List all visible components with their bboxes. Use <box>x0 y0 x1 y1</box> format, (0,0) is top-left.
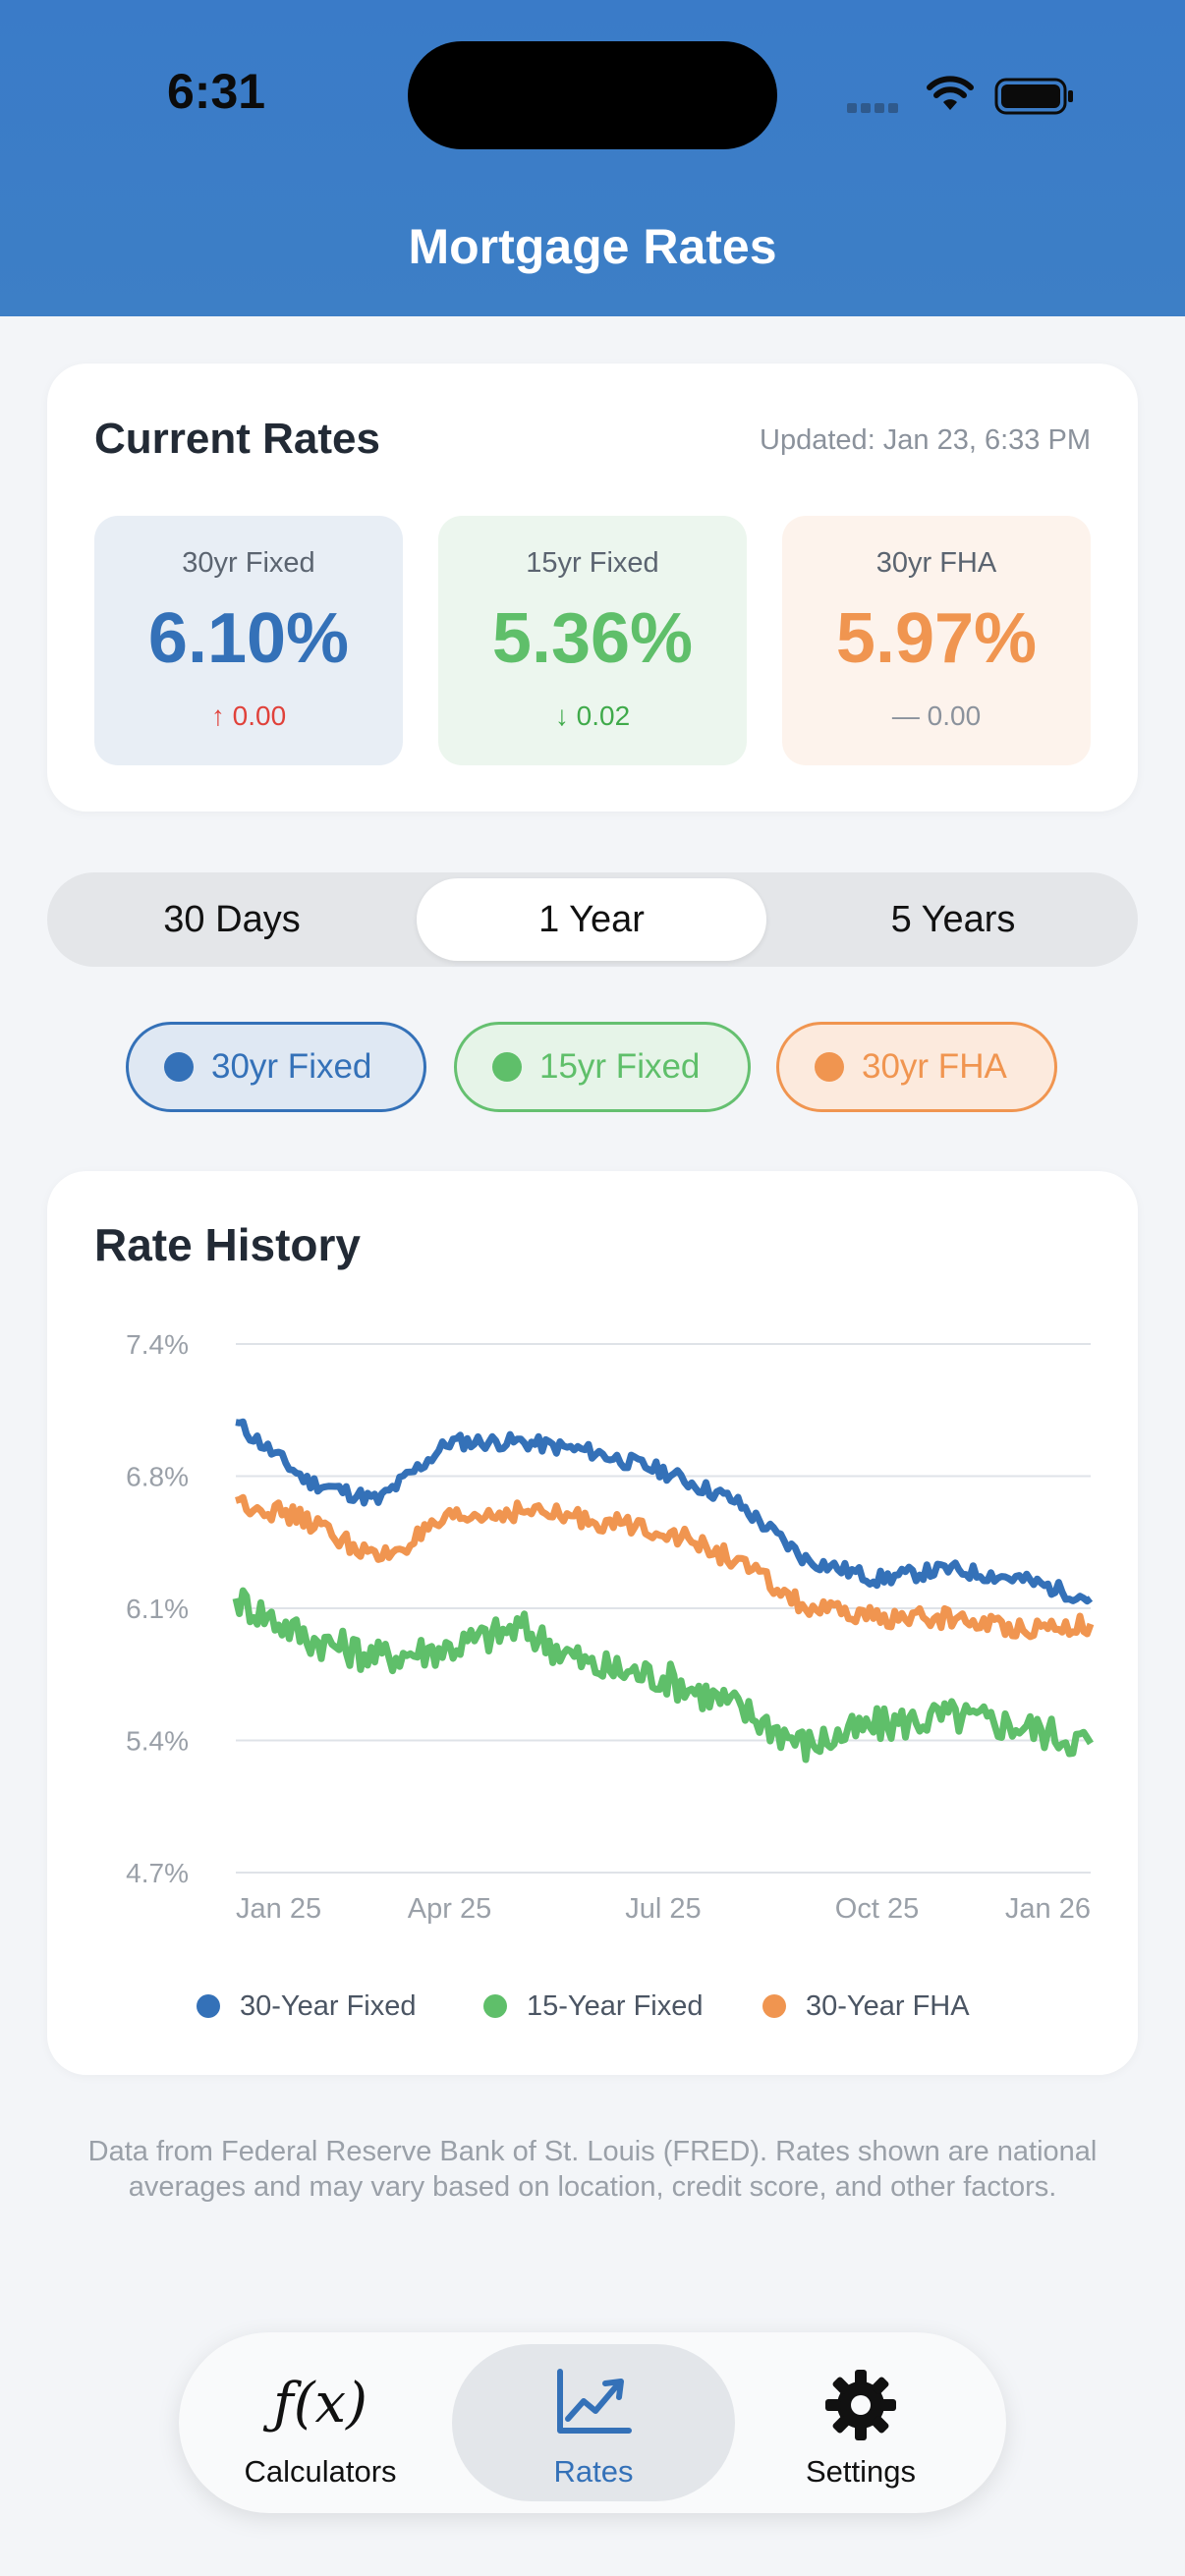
toggle-30yr-fixed[interactable]: 30yr Fixed <box>126 1022 426 1112</box>
series-dot <box>492 1052 522 1082</box>
current-rates-title: Current Rates <box>94 415 380 463</box>
legend-dot <box>762 1994 786 2018</box>
wifi-icon <box>927 76 974 110</box>
rate-label: 30yr Fixed <box>182 547 315 579</box>
app-header: 6:31 Mortgage Rates <box>0 0 1185 316</box>
rate-box-15yr-fixed: 15yr Fixed 5.36% ↓ 0.02 <box>438 516 747 765</box>
legend-item-30yr-fixed: 30-Year Fixed <box>197 1987 416 2026</box>
series-line-30-year-fha <box>235 1493 1095 1641</box>
range-option-1-year[interactable]: 1 Year <box>417 878 766 961</box>
legend-label: 30-Year FHA <box>806 1990 970 2022</box>
tab-label: Settings <box>805 2454 916 2489</box>
tab-settings[interactable]: Settings <box>719 2344 1002 2501</box>
legend-dot <box>197 1994 220 2018</box>
x-tick-label: Oct 25 <box>835 1893 919 1925</box>
tab-label: Rates <box>553 2454 634 2489</box>
dynamic-island <box>408 41 777 149</box>
y-tick-label: 5.4% <box>126 1726 189 1757</box>
y-tick-label: 7.4% <box>126 1329 189 1360</box>
x-tick-label: Jul 25 <box>625 1893 701 1925</box>
series-dot <box>815 1052 844 1082</box>
rate-value: 5.97% <box>835 599 1038 678</box>
series-line-15-year-fixed <box>232 1587 1094 1764</box>
rate-change: ↑ 0.00 <box>210 700 287 731</box>
tab-label: Calculators <box>244 2454 397 2489</box>
range-option-5-years[interactable]: 5 Years <box>890 899 1016 940</box>
tab-calculators[interactable]: ƒ(x) Calculators <box>179 2344 462 2501</box>
x-tick-label: Apr 25 <box>408 1893 491 1925</box>
legend-item-15yr-fixed: 15-Year Fixed <box>483 1987 703 2026</box>
rate-label: 15yr Fixed <box>526 547 659 579</box>
rate-history-card: Rate History 7.4% 6.8% 6.1% 5.4% 4.7% Jan 25 A… <box>47 1171 1138 2075</box>
rate-box-30yr-fha: 30yr FHA 5.97% — 0.00 <box>782 516 1091 765</box>
battery-icon <box>994 78 1073 115</box>
y-tick-label: 6.8% <box>126 1462 189 1492</box>
current-rates-card: Current Rates Updated: Jan 23, 6:33 PM 3… <box>47 364 1138 812</box>
tab-rates[interactable]: Rates <box>452 2344 735 2501</box>
x-tick-label: Jan 26 <box>1005 1893 1091 1925</box>
toggle-label: 30yr FHA <box>862 1047 1007 1086</box>
rate-history-chart: 7.4% 6.8% 6.1% 5.4% 4.7% Jan 25 Apr 25 Jul 25 Oc… <box>126 1329 1095 1925</box>
status-icons <box>847 71 1083 120</box>
series-dot <box>164 1052 194 1082</box>
range-selector: 30 Days 1 Year 5 Years <box>47 872 1138 967</box>
gear-icon <box>825 2370 896 2440</box>
updated-timestamp: Updated: Jan 23, 6:33 PM <box>760 424 1091 456</box>
rate-value: 5.36% <box>491 599 694 678</box>
rate-change: ↓ 0.02 <box>554 700 631 731</box>
page-title: Mortgage Rates <box>408 219 777 274</box>
y-tick-label: 4.7% <box>126 1858 189 1888</box>
range-option-30-days[interactable]: 30 Days <box>163 899 301 940</box>
rate-value: 6.10% <box>147 599 350 678</box>
rate-label: 30yr FHA <box>875 547 997 579</box>
toggle-label: 15yr Fixed <box>539 1047 701 1086</box>
x-tick-label: Jan 25 <box>236 1893 321 1925</box>
legend-label: 30-Year Fixed <box>240 1990 417 2022</box>
legend-label: 15-Year Fixed <box>527 1990 704 2022</box>
chart-trend-icon <box>557 2369 632 2434</box>
data-source-footnote: Data from Federal Reserve Bank of St. Lo… <box>87 2136 1098 2203</box>
legend-item-30yr-fha: 30-Year FHA <box>762 1987 970 2026</box>
toggle-15yr-fixed[interactable]: 15yr Fixed <box>454 1022 751 1112</box>
rate-box-30yr-fixed: 30yr Fixed 6.10% ↑ 0.00 <box>94 516 403 765</box>
signal-icon <box>847 100 906 113</box>
chart-legend: 30-Year Fixed 15-Year Fixed 30-Year FHA <box>47 1987 1138 2026</box>
series-line-30-year-fixed <box>235 1418 1094 1605</box>
toggle-30yr-fha[interactable]: 30yr FHA <box>776 1022 1057 1112</box>
status-time: 6:31 <box>167 64 266 119</box>
legend-dot <box>483 1994 507 2018</box>
rate-change: — 0.00 <box>891 700 982 731</box>
tab-bar: ƒ(x) Calculators Rates Settings <box>179 2332 1006 2513</box>
y-tick-label: 6.1% <box>126 1594 189 1624</box>
rate-history-title: Rate History <box>94 1219 361 1270</box>
function-icon: ƒ(x) <box>272 2372 367 2436</box>
toggle-label: 30yr Fixed <box>211 1047 372 1086</box>
